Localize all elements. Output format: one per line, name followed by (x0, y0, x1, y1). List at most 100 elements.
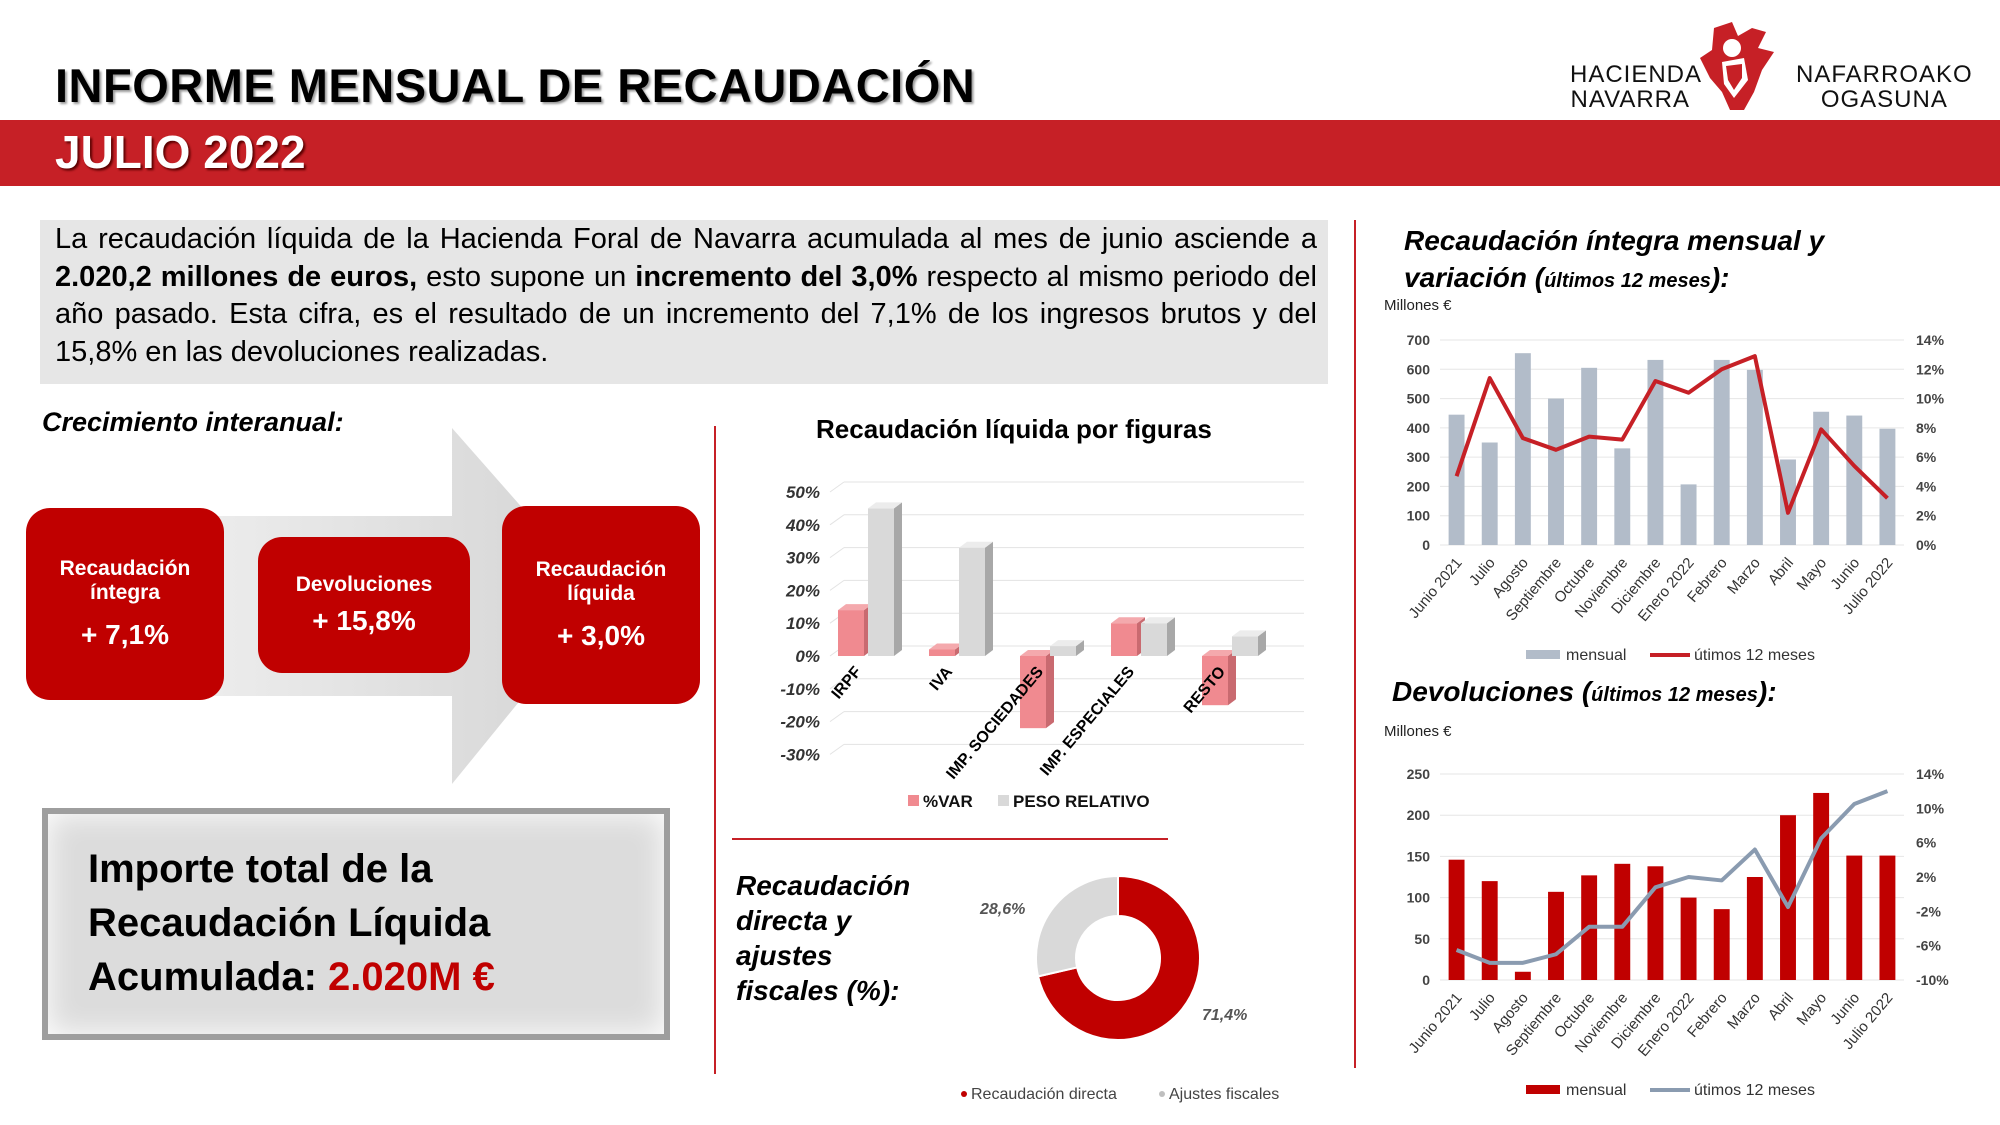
figuras-gridline-depth (829, 743, 845, 755)
chart-integra-ytick-right: 12% (1916, 361, 1945, 377)
figuras-gridline-depth (829, 579, 845, 591)
separator-right (1354, 220, 1356, 1068)
figuras-bar-var-top (1202, 650, 1236, 656)
figuras-bar-peso (1141, 623, 1167, 656)
directa-label-ajustes: 28,6% (979, 901, 1025, 918)
devoluciones-title-suffix: ): (1757, 676, 1777, 707)
chart-devoluciones-ytick-right: 14% (1916, 766, 1945, 782)
directa-label-line4: fiscales (%): (736, 975, 900, 1006)
figuras-bar-peso (1232, 636, 1258, 656)
devoluciones-title-small: últimos 12 meses (1591, 684, 1758, 706)
chart-devoluciones-bar (1879, 855, 1896, 980)
figuras-bar-peso-top (1141, 617, 1175, 624)
directa-label-line1: Recaudación (736, 870, 911, 901)
metric-liquida-label: Recaudación líquida (535, 558, 667, 605)
chart-devoluciones-legend-swatch-bar (1526, 1085, 1560, 1094)
directa-legend-ajustes: Ajustes fiscales (1169, 1086, 1279, 1103)
logo-emblem-icon (1700, 22, 1774, 110)
figuras-chart: 50%40%30%20%10%0%-10%-20%-30%IRPF IVAIMP.… (780, 481, 1304, 811)
summary-text: La recaudación líquida de la Hacienda Fo… (55, 221, 1317, 371)
chart-devoluciones-line (1455, 789, 1889, 965)
chart-integra-line (1454, 354, 1889, 515)
chart-integra-ytick-left: 0 (1422, 537, 1430, 553)
chart-devoluciones-ytick-right: -6% (1916, 938, 1941, 954)
chart-integra-ytick-left: 700 (1407, 332, 1431, 348)
chart-devoluciones-legend-bar: mensual (1566, 1082, 1626, 1099)
chart-devoluciones-unit-label: Millones € (1384, 723, 1452, 740)
figuras-bar-var (1111, 623, 1137, 656)
figuras-ytick: -10% (780, 680, 820, 699)
growth-title: Crecimiento interanual: (42, 407, 344, 437)
figuras-ytick: 30% (786, 549, 820, 568)
integra-title-line1: Recaudación íntegra mensual y (1404, 225, 1825, 256)
figuras-legend-swatch-peso (998, 795, 1009, 806)
figuras-legend-swatch-var (908, 795, 919, 806)
figuras-ytick: 10% (786, 614, 820, 633)
figuras-bar-peso-side (1076, 640, 1084, 656)
chart-integra-bar (1614, 448, 1631, 545)
logo-left-line2: NAVARRA (1570, 86, 1690, 113)
figuras-bar-peso-side (1258, 630, 1266, 656)
chart-devoluciones-ytick-right: 10% (1916, 800, 1945, 816)
integra-title-suffix: ): (1710, 262, 1730, 293)
figuras-category-label: IRPF (829, 663, 866, 702)
figuras-bar-peso-top (1232, 630, 1266, 637)
figuras-bar-var (929, 649, 955, 656)
directa-label-line3: ajustes (736, 940, 833, 971)
integra-title-prefix: variación ( (1404, 262, 1545, 293)
integra-title: Recaudación íntegra mensual y variación … (1404, 222, 1824, 300)
chart-integra-unit-label: Millones € (1384, 297, 1452, 314)
chart-integra-ytick-right: 14% (1916, 332, 1945, 348)
chart-integra-category-label: Marzo (1724, 555, 1764, 598)
chart-devoluciones-ytick-right: 2% (1916, 869, 1937, 885)
chart-integra-bar (1481, 442, 1498, 545)
chart-devoluciones-ytick-left: 250 (1407, 766, 1431, 782)
chart-devoluciones-category-label: Junio 2021 (1405, 990, 1465, 1057)
integra-title-line2: variación (últimos 12 meses): (1404, 259, 1824, 300)
figuras-legend-peso: PESO RELATIVO (1013, 792, 1150, 811)
metric-devoluciones-label: Devoluciones (295, 573, 433, 596)
chart-integra-ytick-right: 2% (1916, 508, 1937, 524)
page-subtitle: JULIO 2022 (55, 126, 306, 178)
chart-devoluciones-ytick-left: 150 (1407, 848, 1431, 864)
chart-integra-ytick-left: 500 (1407, 391, 1431, 407)
chart-devoluciones-bar (1514, 971, 1531, 980)
directa-chart: 71,4% 28,6% Recaudación directa Ajustes fis… (961, 874, 1279, 1103)
chart-integra-bar (1581, 367, 1598, 545)
chart-integra-legend-swatch-bar (1526, 650, 1560, 659)
directa-legend-directa: Recaudación directa (971, 1086, 1117, 1103)
directa-legend-swatch-directa (961, 1091, 967, 1097)
total-line1: Importe total de la (88, 847, 433, 891)
chart-devoluciones-bar (1813, 792, 1830, 980)
figuras-bar-peso-side (1167, 617, 1175, 656)
total-value: 2.020M € (328, 955, 495, 999)
chart-devoluciones-bar (1746, 877, 1763, 980)
chart-devoluciones-bar (1614, 863, 1631, 980)
chart-integra-bar (1647, 359, 1664, 545)
figuras-ytick: -30% (780, 745, 820, 764)
chart-devoluciones-bar (1780, 815, 1796, 980)
figuras-bar-var-top (838, 604, 872, 611)
figuras-ytick: 0% (795, 647, 820, 666)
devoluciones-title-prefix: Devoluciones ( (1392, 676, 1592, 707)
chart-integra-ytick-left: 200 (1407, 478, 1431, 494)
directa-label: Recaudación directa y ajustes fiscales (… (736, 868, 910, 1008)
chart-integra-ytick-left: 100 (1407, 508, 1431, 524)
devoluciones-title: Devoluciones (últimos 12 meses): (1392, 676, 1777, 708)
chart-devoluciones-ytick-right: -2% (1916, 903, 1941, 919)
summary-box (40, 220, 1328, 384)
figuras-legend-var: %VAR (923, 792, 973, 811)
chart-devoluciones-bar (1448, 859, 1465, 980)
total-line3-prefix: Acumulada: (88, 955, 329, 999)
metric-integra-label: Recaudación íntegra (59, 557, 191, 604)
chart-integra-ytick-right: 8% (1916, 420, 1937, 436)
figuras-gridline-depth (829, 514, 845, 526)
chart-integra-ytick-right: 0% (1916, 537, 1937, 553)
chart-integra-bar (1746, 369, 1763, 545)
figuras-bar-peso (868, 508, 894, 656)
chart-devoluciones-ytick-left: 50 (1414, 931, 1430, 947)
chart-devoluciones-bar (1680, 897, 1697, 980)
chart-integra-category-label: Mayo (1794, 555, 1831, 594)
figuras-category-label: IVA (927, 663, 957, 694)
summary-part3: respecto al mismo periodo del año pasado… (55, 260, 1317, 368)
